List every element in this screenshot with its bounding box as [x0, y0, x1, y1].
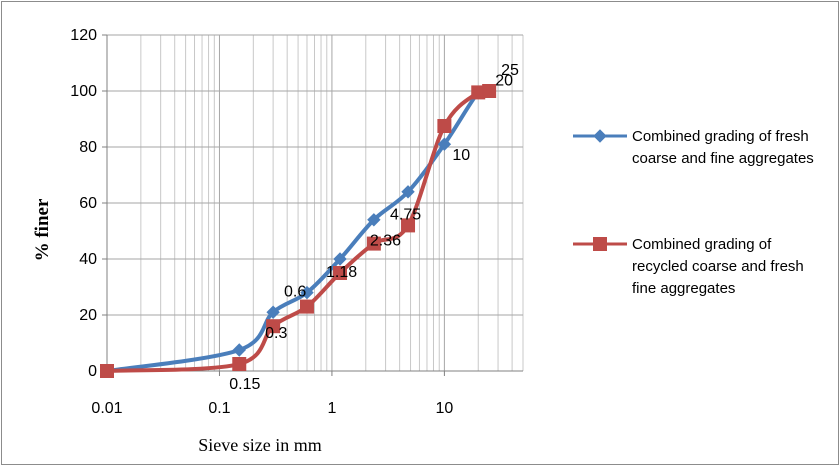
legend-label: coarse and fine aggregates — [632, 150, 814, 167]
point-label: 2.36 — [370, 233, 401, 250]
marker-square — [437, 119, 452, 133]
y-tick-label: 40 — [79, 251, 97, 268]
legend-label: recycled coarse and fresh — [632, 258, 804, 275]
y-tick-label: 80 — [79, 139, 97, 156]
marker-square — [232, 357, 247, 371]
y-tick-label: 100 — [70, 83, 97, 100]
marker-diamond — [367, 213, 381, 227]
point-label: 0.15 — [229, 376, 260, 393]
point-label: 10 — [452, 147, 470, 164]
marker-square — [482, 84, 497, 98]
x-tick-label: 0.1 — [208, 400, 230, 417]
marker-diamond — [300, 285, 314, 300]
marker-square — [593, 237, 607, 251]
marker-diamond — [232, 343, 246, 357]
x-tick-label: 10 — [435, 400, 453, 417]
point-label: 25 — [501, 62, 519, 79]
marker-square — [366, 236, 381, 251]
grid — [106, 34, 524, 372]
y-axis-title: % finer — [32, 198, 53, 261]
point-label: 4.75 — [390, 206, 421, 223]
series-line-1 — [106, 86, 490, 373]
marker-diamond — [437, 137, 452, 151]
point-label: 0.3 — [265, 325, 287, 342]
marker-diamond — [593, 129, 607, 143]
tick-labels: 0 20 40 60 80 100 120 0.01 0.1 1 10 — [70, 27, 453, 417]
series-markers — [100, 84, 497, 378]
x-tick-label: 0.01 — [91, 400, 122, 417]
marker-square — [266, 319, 281, 334]
marker-square — [401, 218, 416, 233]
point-label: 20 — [495, 72, 513, 89]
axes — [102, 34, 523, 376]
legend-entry-1: Combined grading of fresh coarse and fine… — [573, 128, 814, 167]
legend-entry-2: Combined grading of recycled coarse and f… — [573, 236, 804, 297]
marker-diamond — [401, 185, 415, 199]
x-tick-label: 1 — [327, 400, 336, 417]
series-lines — [106, 86, 490, 373]
y-tick-label: 20 — [79, 307, 97, 324]
legend-label: Combined grading of fresh — [632, 128, 809, 145]
legend-label: Combined grading of — [632, 236, 772, 253]
legend: Combined grading of fresh coarse and fine… — [573, 128, 814, 297]
legend-label: fine aggregates — [632, 280, 735, 297]
marker-diamond — [266, 305, 280, 319]
marker-square — [333, 266, 348, 280]
point-label: 1.18 — [326, 264, 357, 281]
y-tick-label: 120 — [70, 27, 97, 44]
marker-square — [100, 364, 114, 378]
y-tick-label: 60 — [79, 195, 97, 212]
series-line-2 — [106, 87, 490, 373]
marker-diamond — [333, 252, 347, 266]
x-axis-title: Sieve size in mm — [198, 435, 321, 455]
point-label: 0.6 — [284, 284, 306, 301]
marker-square — [299, 299, 314, 314]
y-tick-label: 0 — [88, 363, 97, 380]
